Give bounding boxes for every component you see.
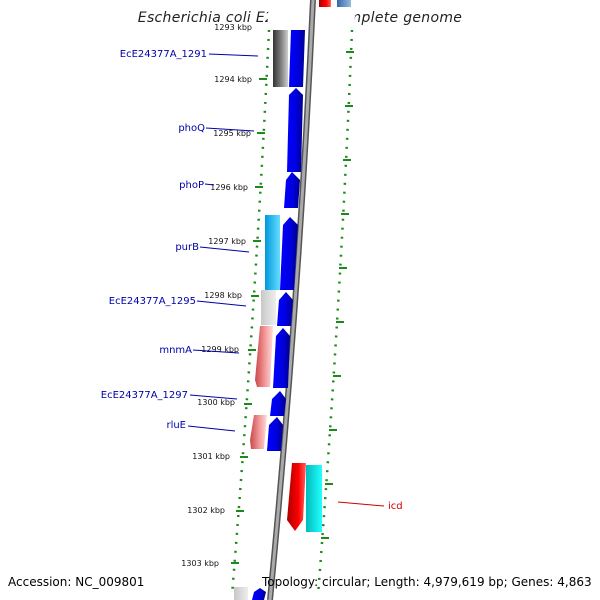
feature-bottom-gray <box>234 587 248 600</box>
gene-label[interactable]: EcE24377A_1295 <box>109 296 196 307</box>
tick-label: 1298 kbp <box>204 291 242 300</box>
label-connector <box>204 183 215 186</box>
gene-label[interactable]: EcE24377A_1297 <box>101 390 188 401</box>
topology-text: Topology: circular; Length: 4,979,619 bp… <box>262 575 592 589</box>
label-connector <box>189 394 238 400</box>
label-connector <box>205 127 255 132</box>
tick-marks <box>231 51 354 564</box>
gene-label[interactable]: EcE24377A_1291 <box>120 49 207 60</box>
feature-mnma[interactable] <box>255 326 273 387</box>
accession-text: Accession: NC_009801 <box>8 575 145 589</box>
label-connector <box>196 300 247 307</box>
feature-ece24377a-1297[interactable] <box>270 391 286 416</box>
gene-label[interactable]: purB <box>175 242 199 253</box>
feature-purb-fwd[interactable] <box>280 217 298 290</box>
tick-label: 1296 kbp <box>210 183 248 192</box>
tick-label: 1301 kbp <box>192 452 230 461</box>
gene-labels: EcE24377A_1291 phoQ phoP purB EcE24377A_… <box>101 49 207 431</box>
gene-label-icd[interactable]: icd <box>388 501 403 512</box>
gene-label[interactable]: phoQ <box>178 123 205 134</box>
feature-purb[interactable] <box>265 215 280 290</box>
label-connector <box>187 425 236 432</box>
label-connector <box>199 246 250 253</box>
feature-icd[interactable] <box>287 463 306 531</box>
tick-label: 1299 kbp <box>201 345 239 354</box>
tick-label: 1303 kbp <box>181 559 219 568</box>
feature-rlue[interactable] <box>250 415 267 449</box>
feature-phop[interactable] <box>284 172 300 208</box>
tick-label: 1293 kbp <box>214 23 252 32</box>
tick-labels: 1293 kbp 1294 kbp 1295 kbp 1296 kbp 1297… <box>181 23 252 568</box>
feature-rlue-fwd[interactable] <box>267 417 283 451</box>
label-connectors <box>187 53 259 432</box>
label-connector <box>208 53 259 57</box>
feature-ece24377a-1295[interactable] <box>261 290 276 325</box>
gene-label[interactable]: mnmA <box>159 345 192 356</box>
tick-label: 1297 kbp <box>208 237 246 246</box>
feature-ece24377a-1291-fwd[interactable] <box>289 30 305 87</box>
feature-bottom-blue <box>252 588 266 600</box>
feature-top-red <box>319 0 331 7</box>
tick-label: 1295 kbp <box>213 129 251 138</box>
feature-icd-adjacent[interactable] <box>306 465 322 532</box>
feature-top-steel <box>337 0 351 7</box>
feature-ece24377a-1291[interactable] <box>273 30 288 87</box>
tick-label: 1294 kbp <box>214 75 252 84</box>
gene-label[interactable]: phoP <box>179 180 204 191</box>
feature-phoq[interactable] <box>287 88 303 172</box>
tick-label: 1300 kbp <box>197 398 235 407</box>
feature-ece24377a-1295-fwd[interactable] <box>277 292 293 326</box>
feature-mnma-fwd[interactable] <box>273 328 290 388</box>
gene-label[interactable]: rluE <box>166 420 186 431</box>
label-connector-icd <box>337 501 385 507</box>
backbone-line-highlight <box>268 0 315 600</box>
tick-label: 1302 kbp <box>187 506 225 515</box>
label-connector <box>192 349 240 354</box>
